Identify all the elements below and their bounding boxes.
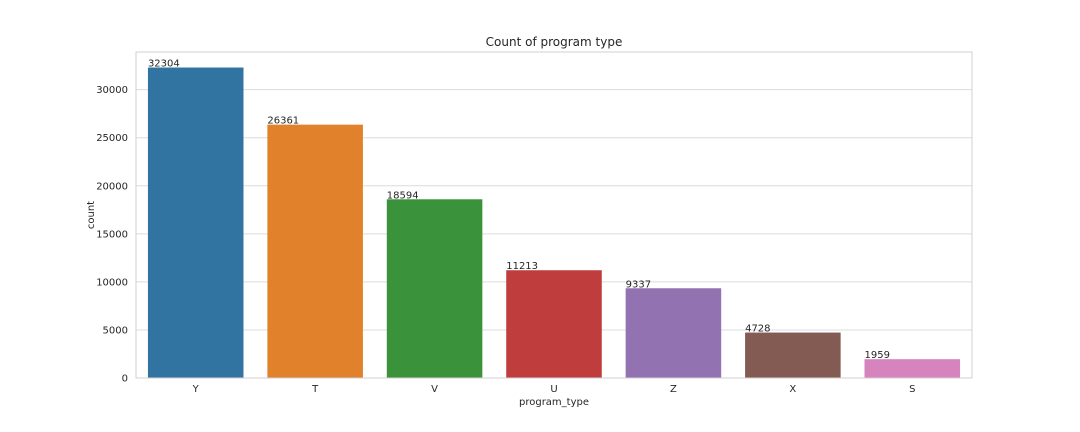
- data-label: 9337: [626, 279, 651, 290]
- x-axis-title: program_type: [519, 397, 589, 408]
- y-tick-label: 5000: [103, 325, 128, 336]
- x-tick-label: T: [311, 384, 319, 395]
- plot-frame: [135, 51, 973, 379]
- data-label: 1959: [865, 350, 890, 361]
- chart-title: Count of program type: [486, 35, 623, 49]
- x-tick-label: X: [789, 384, 796, 395]
- data-label: 4728: [745, 324, 770, 335]
- y-axis-title: count: [86, 201, 97, 229]
- bar-U: [506, 270, 602, 378]
- bar-X: [745, 332, 841, 378]
- y-tick-label: 25000: [96, 133, 128, 144]
- data-label: 11213: [506, 261, 538, 272]
- y-tick-label: 15000: [96, 229, 128, 240]
- bar-S: [864, 359, 961, 378]
- y-tick-label: 30000: [96, 85, 128, 96]
- x-tick-label: U: [550, 384, 557, 395]
- y-tick-label: 10000: [96, 277, 128, 288]
- y-tick-label: 20000: [96, 181, 128, 192]
- bar-V: [386, 199, 483, 378]
- data-label: 26361: [267, 116, 299, 127]
- x-tick-label: Z: [670, 384, 677, 395]
- data-label: 18594: [387, 190, 419, 201]
- bar-T: [267, 124, 363, 379]
- y-tick-labels: 0 5000 10000 15000 20000 25000 30000: [96, 85, 128, 384]
- data-label: 32304: [148, 59, 180, 70]
- x-tick-label: S: [909, 384, 915, 395]
- bar-Y: [147, 67, 244, 379]
- data-labels: 32304 26361 18594 11213 9337 4728 1959: [148, 59, 890, 362]
- bars: [147, 67, 961, 379]
- x-tick-label: Y: [192, 384, 200, 395]
- y-tick-label: 0: [122, 374, 128, 385]
- bar-Z: [625, 288, 722, 378]
- x-tick-label: V: [431, 384, 438, 395]
